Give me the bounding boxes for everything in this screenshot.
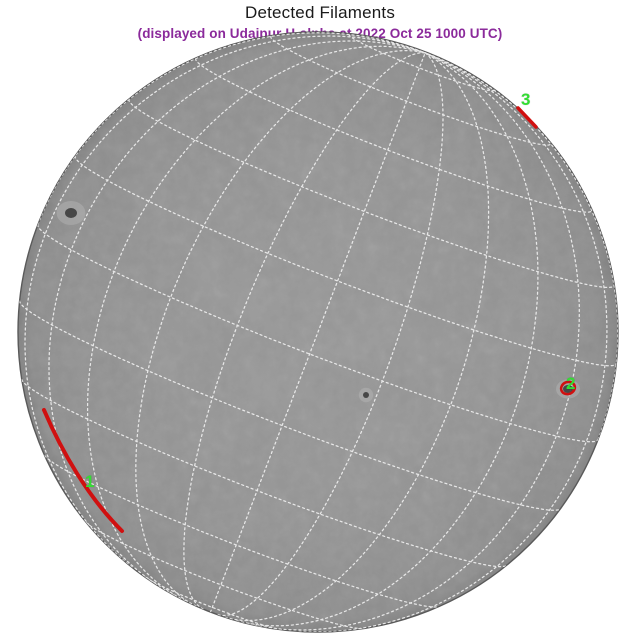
filament-trace-3[interactable] bbox=[516, 106, 538, 129]
page-title: Detected Filaments bbox=[244, 3, 396, 22]
dark-feature bbox=[363, 392, 369, 398]
filament-trace-1[interactable] bbox=[42, 408, 124, 533]
filament-trace-2[interactable] bbox=[559, 380, 577, 396]
dark-feature bbox=[65, 208, 77, 218]
dark-features-group bbox=[56, 201, 580, 403]
dark-feature bbox=[563, 385, 573, 393]
detected-filaments-layer bbox=[42, 106, 577, 533]
